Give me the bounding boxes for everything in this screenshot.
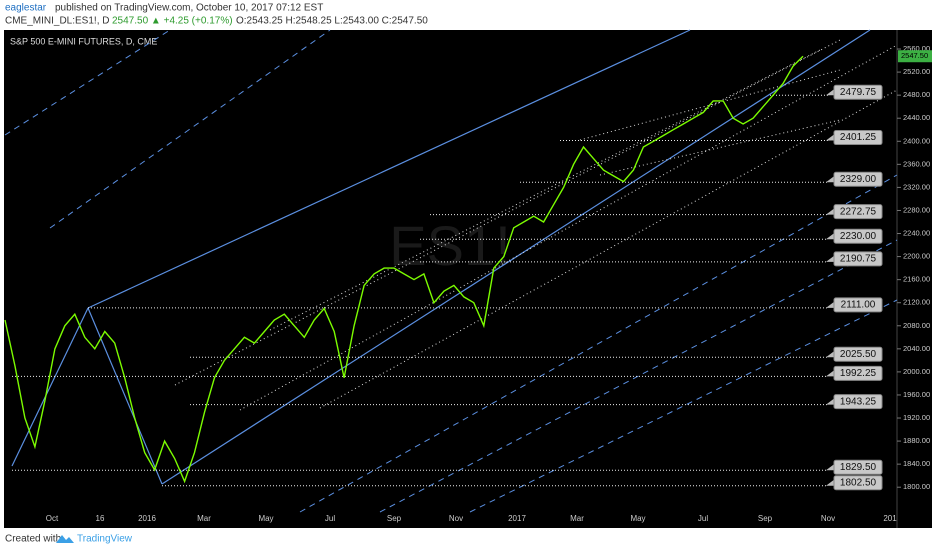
level-pointer — [826, 134, 834, 141]
y-tick-label: 2240.00 — [903, 229, 930, 238]
level-box — [833, 130, 883, 146]
x-tick-label: May — [258, 514, 273, 523]
pivot-line — [11, 307, 89, 467]
level-pointer — [826, 89, 834, 96]
y-tick-label: 2560.00 — [903, 44, 930, 53]
level-label: 2479.75 — [840, 87, 877, 98]
dashed-line — [379, 239, 898, 513]
x-tick-label: 2017 — [508, 514, 526, 523]
level-box — [833, 346, 883, 362]
level-label: 2111.00 — [841, 300, 876, 311]
level-label: 1829.50 — [840, 462, 877, 473]
y-tick-label: 2200.00 — [903, 252, 930, 261]
level-label: 2190.75 — [840, 254, 877, 265]
level-box — [833, 251, 883, 267]
level-label: 2401.25 — [840, 132, 877, 143]
y-tick-label: 2360.00 — [903, 159, 930, 168]
level-label: 2329.00 — [840, 174, 877, 185]
level-box — [833, 228, 883, 244]
footer-created: Created with — [5, 534, 61, 545]
symbol: CME_MINI_DL:ES1!, D — [5, 16, 109, 27]
published: published on TradingView.com, October 10… — [55, 3, 323, 14]
level-pointer — [826, 351, 834, 358]
last-price-label: 2547.50 — [901, 51, 928, 60]
level-box — [833, 394, 883, 410]
x-tick-label: Jul — [698, 514, 708, 523]
channel-line — [87, 29, 691, 309]
level-box — [833, 365, 883, 381]
y-tick-label: 2440.00 — [903, 113, 930, 122]
x-tick-label: 2016 — [138, 514, 156, 523]
dashed-line — [299, 174, 898, 513]
y-tick-label: 2120.00 — [903, 298, 930, 307]
fan-line — [269, 49, 821, 331]
level-label: 2272.75 — [840, 206, 877, 217]
level-box — [833, 204, 883, 220]
level-pointer — [826, 233, 834, 240]
fan-line — [579, 69, 841, 141]
level-label: 1992.25 — [840, 368, 877, 379]
level-pointer — [826, 464, 834, 471]
y-tick-label: 1840.00 — [903, 459, 930, 468]
author[interactable]: eaglestar — [5, 3, 47, 14]
level-box — [833, 297, 883, 313]
x-tick-label: Mar — [197, 514, 211, 523]
level-label: 1943.25 — [840, 396, 877, 407]
level-box — [833, 171, 883, 187]
watermark: ES1! — [389, 214, 510, 277]
x-tick-label: Nov — [449, 514, 463, 523]
chart-area — [4, 30, 932, 528]
level-label: 2230.00 — [840, 231, 877, 242]
y-tick-label: 2040.00 — [903, 344, 930, 353]
y-tick-label: 1920.00 — [903, 413, 930, 422]
footer-bg — [0, 528, 932, 550]
y-tick-label: 2000.00 — [903, 367, 930, 376]
dashed-line — [469, 299, 898, 513]
level-pointer — [826, 176, 834, 183]
y-tick-label: 2400.00 — [903, 136, 930, 145]
x-tick-label: 16 — [96, 514, 105, 523]
channel-line — [161, 29, 871, 485]
dashed-line — [49, 29, 331, 229]
level-pointer — [826, 398, 834, 405]
last-price-box — [898, 50, 932, 63]
x-tick-label: Mar — [570, 514, 584, 523]
x-tick-label: Sep — [387, 514, 402, 523]
fan-line — [174, 39, 841, 386]
footer-brand[interactable]: TradingView — [77, 534, 133, 545]
y-tick-label: 2080.00 — [903, 321, 930, 330]
level-box — [833, 475, 883, 491]
x-tick-label: May — [630, 514, 645, 523]
y-tick-label: 2280.00 — [903, 205, 930, 214]
level-pointer — [826, 208, 834, 215]
x-tick-label: Nov — [821, 514, 835, 523]
x-tick-label: Sep — [758, 514, 773, 523]
drawing-tools — [4, 29, 898, 513]
level-label: 1802.50 — [840, 477, 877, 488]
y-tick-label: 2520.00 — [903, 67, 930, 76]
x-tick-label: Oct — [46, 514, 59, 523]
level-pointer — [826, 479, 834, 486]
x-tick-label: Jul — [325, 514, 335, 523]
level-box — [833, 459, 883, 475]
y-tick-label: 1800.00 — [903, 482, 930, 491]
ohlc: O:2543.25 H:2548.25 L:2543.00 C:2547.50 — [236, 16, 428, 27]
level-label: 2025.50 — [840, 349, 877, 360]
level-box — [833, 84, 883, 100]
x-tick-label: 201 — [883, 514, 897, 523]
y-tick-label: 2320.00 — [903, 182, 930, 191]
chart-title: S&P 500 E-MINI FUTURES, D, CME — [10, 36, 157, 46]
y-tick-label: 1960.00 — [903, 390, 930, 399]
price-line — [4, 55, 804, 484]
pivot-line — [87, 307, 163, 485]
level-pointer — [826, 370, 834, 377]
level-pointer — [826, 301, 834, 308]
y-tick-label: 1880.00 — [903, 436, 930, 445]
level-pointer — [826, 255, 834, 262]
y-tick-label: 2480.00 — [903, 90, 930, 99]
quote: 2547.50 ▲ +4.25 (+0.17%) — [112, 16, 233, 27]
y-tick-label: 2160.00 — [903, 275, 930, 284]
logo — [56, 535, 74, 543]
